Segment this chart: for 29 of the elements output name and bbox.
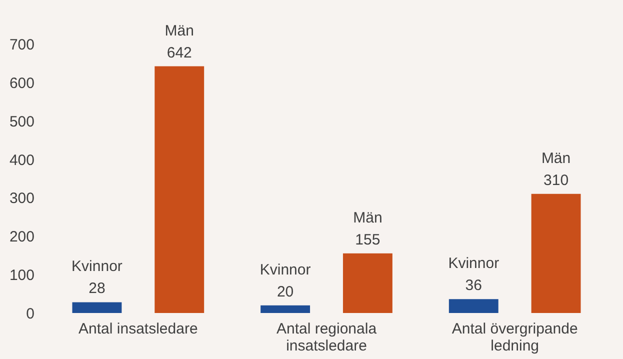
series-label: Kvinnor: [72, 258, 122, 276]
data-label: 310: [544, 172, 569, 189]
text: Kvinnor: [448, 255, 500, 272]
x-tick-label: Antal insatsledare: [78, 320, 198, 338]
series-label: Män: [353, 209, 382, 226]
y-tick-label: 600: [9, 74, 34, 92]
bar: [448, 299, 498, 313]
data-label: 642: [166, 44, 192, 62]
data-label: 28: [88, 280, 106, 298]
bar: [72, 302, 122, 313]
bar: [342, 253, 392, 313]
y-tick-label: 100: [9, 267, 34, 284]
x-tick-label: Antal övergripande ledning: [452, 320, 578, 354]
data-label: 36: [465, 277, 482, 294]
y-tick-label: 200: [9, 228, 34, 246]
x-tick-label: Antal regionala insatsledare: [276, 320, 378, 354]
y-tick-label: 0: [26, 306, 34, 322]
text: Kvinnor: [260, 261, 311, 278]
y-tick-label: 700: [9, 36, 34, 54]
data-label: 20: [276, 283, 294, 300]
y-tick-label: 400: [9, 152, 34, 169]
bar: [154, 66, 204, 313]
y-tick-label: 300: [9, 190, 34, 208]
text: Män: [541, 150, 571, 167]
bar: [260, 305, 310, 313]
y-tick-label: 500: [9, 113, 34, 130]
bar: [531, 194, 581, 313]
text: Män: [164, 22, 194, 40]
data-label: 155: [355, 231, 380, 248]
